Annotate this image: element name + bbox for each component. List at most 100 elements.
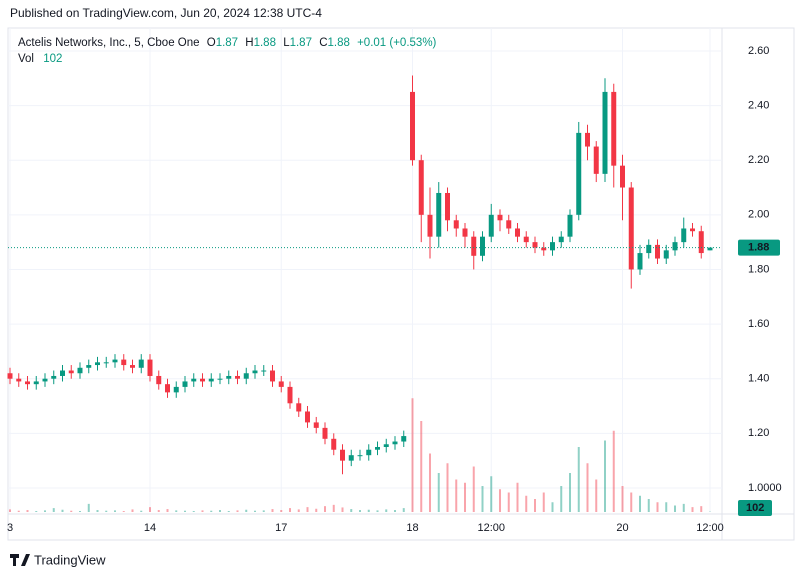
- y-tick-label: 1.40: [748, 373, 769, 385]
- y-tick-label: 2.00: [748, 209, 769, 221]
- volume-bar: [306, 507, 309, 512]
- y-tick-label: 1.0000: [748, 482, 782, 494]
- volume-bar: [254, 510, 256, 512]
- volume-bar: [201, 510, 204, 512]
- volume-bar: [289, 508, 291, 512]
- last-volume-box: [738, 500, 772, 516]
- volume-bar: [577, 447, 580, 512]
- volume-bar: [586, 463, 589, 512]
- candle-body: [532, 242, 538, 248]
- volume-bar: [647, 499, 650, 512]
- candle-body: [42, 378, 48, 382]
- candle-body: [226, 375, 232, 379]
- candle-body: [655, 244, 660, 259]
- volume-bar: [184, 510, 186, 512]
- published-note: Published on TradingView.com, Jun 20, 20…: [10, 6, 322, 20]
- candle-body: [620, 165, 625, 188]
- volume-bar: [131, 509, 134, 512]
- candle-body: [60, 370, 65, 376]
- volume-bar: [341, 507, 344, 512]
- candle-body: [602, 91, 608, 174]
- brand-name: TradingView: [34, 552, 106, 567]
- candle-body: [445, 192, 450, 221]
- candle-body: [585, 132, 590, 147]
- candle-body: [567, 214, 573, 237]
- candle-body: [401, 436, 407, 442]
- last-volume-label: 102: [746, 502, 764, 514]
- volume-bar: [411, 398, 414, 512]
- volume-bar: [17, 510, 20, 512]
- candle-body: [366, 449, 372, 456]
- legend-high: 1.88: [254, 37, 276, 49]
- volume-bar: [149, 507, 151, 512]
- volume-bar: [192, 511, 195, 512]
- candle-body: [200, 378, 205, 382]
- candle-body: [156, 375, 162, 385]
- volume-bar: [621, 486, 624, 512]
- candle-body: [147, 359, 153, 376]
- candle-body: [515, 228, 520, 237]
- y-tick-label: 1.20: [748, 427, 769, 439]
- volume-bar: [96, 510, 99, 512]
- volume-legend-label: Vol: [18, 53, 34, 65]
- y-tick-label: 2.40: [748, 99, 769, 111]
- volume-bar: [262, 510, 265, 512]
- candle-body: [287, 386, 293, 404]
- candle-body: [86, 365, 92, 368]
- candle-body: [357, 455, 363, 457]
- x-tick-label: 14: [144, 522, 156, 534]
- candle-body: [681, 228, 687, 243]
- x-tick-label: 18: [406, 522, 418, 534]
- candle-body: [707, 247, 713, 251]
- volume-bar: [437, 473, 440, 512]
- volume-bar: [280, 510, 283, 512]
- volume-bar: [236, 510, 239, 512]
- volume-bar: [630, 492, 633, 512]
- candle-body: [698, 231, 704, 254]
- last-price-label: 1.88: [748, 242, 769, 254]
- volume-bar: [499, 489, 501, 512]
- candle-body: [646, 244, 652, 254]
- candle-body: [576, 132, 582, 215]
- volume-bar: [691, 507, 694, 512]
- volume-bar: [569, 473, 571, 512]
- candle-body: [637, 253, 643, 270]
- volume-bar: [402, 508, 405, 512]
- candle-body: [270, 370, 275, 382]
- y-tick-label: 1.60: [748, 318, 769, 330]
- volume-bar: [656, 502, 659, 512]
- candle-body: [33, 381, 39, 385]
- volume-bar: [551, 502, 554, 512]
- candle-body: [165, 384, 170, 393]
- volume-bar: [166, 509, 169, 512]
- legend-title: Actelis Networks, Inc., 5, Cboe One: [18, 37, 200, 49]
- y-tick-label: 2.20: [748, 154, 769, 166]
- volume-bar: [87, 503, 90, 512]
- legend-close-label: C: [319, 37, 327, 49]
- volume-bar: [367, 509, 370, 512]
- volume-bar: [464, 482, 466, 512]
- legend-open-label: O: [207, 37, 216, 49]
- volume-bar: [297, 509, 300, 512]
- candle-body: [121, 359, 127, 366]
- candle-body: [593, 146, 599, 174]
- volume-bar: [472, 466, 475, 512]
- volume-bar: [271, 509, 274, 512]
- volume-bar: [420, 421, 423, 512]
- candle-body: [375, 446, 380, 450]
- candle-body: [173, 386, 179, 393]
- volume-bar: [9, 509, 11, 512]
- candle-body: [672, 242, 678, 251]
- volume-bar: [70, 510, 73, 512]
- volume-bar: [604, 440, 606, 512]
- volume-bar: [376, 510, 379, 512]
- volume-bar: [542, 492, 545, 512]
- candle-body: [628, 187, 634, 270]
- brand-logo: [10, 554, 30, 566]
- candle-body: [497, 214, 503, 221]
- candle-body: [252, 370, 258, 374]
- volume-bar: [507, 492, 510, 512]
- candle-body: [410, 91, 415, 161]
- volume-bar: [122, 511, 125, 512]
